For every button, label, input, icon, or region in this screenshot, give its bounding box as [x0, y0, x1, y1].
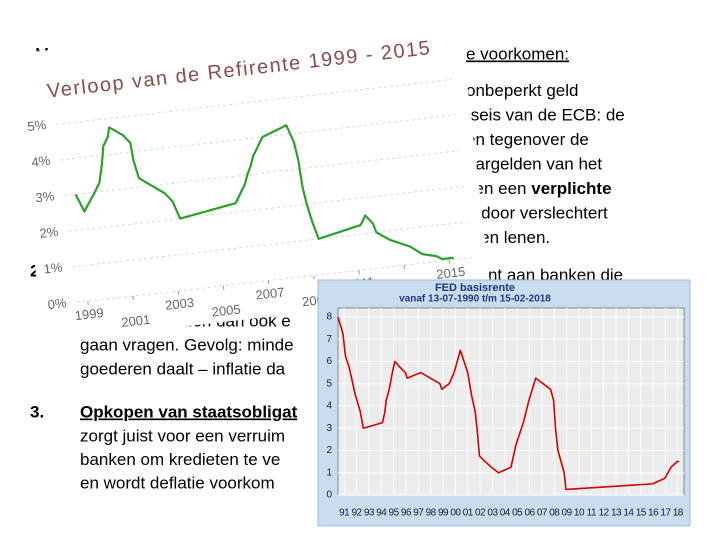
x-tick-label: 08	[549, 508, 560, 519]
x-tick-label: 2007	[255, 284, 285, 302]
text-run: en tegenover de	[466, 130, 589, 149]
x-tick-label: 2003	[164, 295, 194, 313]
x-tick-label: 10	[574, 508, 585, 519]
text-run: verplichte	[531, 179, 611, 198]
grid-line	[60, 114, 456, 161]
y-tick-label: 0%	[47, 295, 68, 312]
chart-title: FED basisrente	[435, 282, 515, 294]
x-tick-label: 96	[401, 508, 412, 519]
x-tick-label: 97	[413, 508, 424, 519]
x-tick-label: 2005	[211, 301, 241, 319]
x-tick-label: 03	[487, 508, 498, 519]
body-line: en tegenover de	[466, 130, 589, 149]
y-tick-label: 0	[326, 490, 332, 501]
x-tick-label: 07	[537, 508, 548, 519]
text-run: eten lenen.	[466, 228, 550, 247]
y-tick-label: 1%	[43, 259, 64, 276]
text-run: ken een	[466, 179, 531, 198]
body-line: aargelden van het	[466, 155, 602, 174]
text-run: onbeperkt geld	[466, 81, 578, 100]
y-tick-label: 4%	[31, 153, 52, 170]
body-line: zorgt juist voor een verruim	[80, 426, 285, 445]
x-tick-label: 2001	[121, 312, 151, 330]
x-tick-label: 2015	[436, 264, 466, 282]
body-line: gaan vragen. Gevolg: minde	[80, 335, 294, 354]
grid-line	[68, 185, 464, 232]
body-line: en wordt deflatie voorkom	[80, 473, 275, 492]
y-tick-label: 3%	[35, 188, 56, 205]
x-tick-label: 00	[450, 508, 461, 519]
x-tick-label: 92	[351, 508, 362, 519]
y-tick-label: 5%	[27, 117, 48, 134]
chart-frame	[10, 3, 491, 343]
x-tick-label: 04	[500, 508, 511, 519]
body-line: ken een verplichte	[466, 179, 612, 198]
x-tick-label: 95	[389, 508, 400, 519]
list-number: 3.	[30, 402, 44, 421]
x-tick-label: 16	[648, 508, 659, 519]
data-line	[337, 316, 680, 491]
y-tick-label: 1	[326, 467, 332, 478]
body-line: onbeperkt geld	[466, 81, 578, 100]
x-tick-label: 13	[611, 508, 622, 519]
x-tick-label: 09	[562, 508, 573, 519]
x-tick-label: 94	[376, 508, 387, 519]
text-run: erdoor verslechtert	[466, 204, 608, 223]
body-line: eten lenen.	[466, 228, 550, 247]
y-tick-label: 5	[326, 378, 332, 389]
x-tick-label: 14	[623, 508, 634, 519]
text-run: aargelden van het	[466, 155, 602, 174]
x-tick-label: 05	[512, 508, 523, 519]
grid-line	[72, 221, 468, 268]
x-tick-label: 99	[438, 508, 449, 519]
body-line: erdoor verslechtert	[466, 204, 608, 223]
x-tick-label: 18	[673, 508, 684, 519]
grid-line	[64, 150, 460, 197]
body-line: goederen daalt – inflatie da	[80, 359, 286, 378]
y-tick-label: 6	[326, 356, 332, 367]
y-tick-label: 3	[326, 423, 332, 434]
heading: e voorkomen:	[466, 44, 569, 63]
y-tick-label: 7	[326, 334, 332, 345]
x-tick-label: 02	[475, 508, 486, 519]
x-tick-label: 01	[463, 508, 474, 519]
y-tick-label: 2	[326, 445, 332, 456]
grid-line	[56, 78, 452, 125]
x-tick-label: 15	[636, 508, 647, 519]
body-line: tseis van de ECB: de	[466, 106, 625, 125]
text-run: tseis van de ECB: de	[466, 106, 625, 125]
x-tick-label: 91	[339, 508, 350, 519]
x-tick-label: 11	[587, 508, 597, 519]
y-tick-label: 2%	[39, 224, 60, 241]
x-tick-label: 1999	[74, 305, 104, 323]
grid-line	[76, 256, 472, 304]
body-line: banken om kredieten te ve	[80, 450, 280, 469]
data-line	[74, 124, 454, 261]
x-tick-label: 98	[426, 508, 437, 519]
x-tick-label: 17	[660, 508, 671, 519]
x-tick-label: 12	[599, 508, 610, 519]
x-tick-label: 06	[524, 508, 535, 519]
chart-subtitle: vanaf 13-07-1990 t/m 15-02-2018	[399, 294, 551, 305]
y-tick-label: 4	[326, 401, 332, 412]
item-title: Opkopen van staatsobligat	[80, 402, 298, 421]
y-tick-label: 8	[326, 312, 332, 323]
x-tick-label: 93	[364, 508, 375, 519]
